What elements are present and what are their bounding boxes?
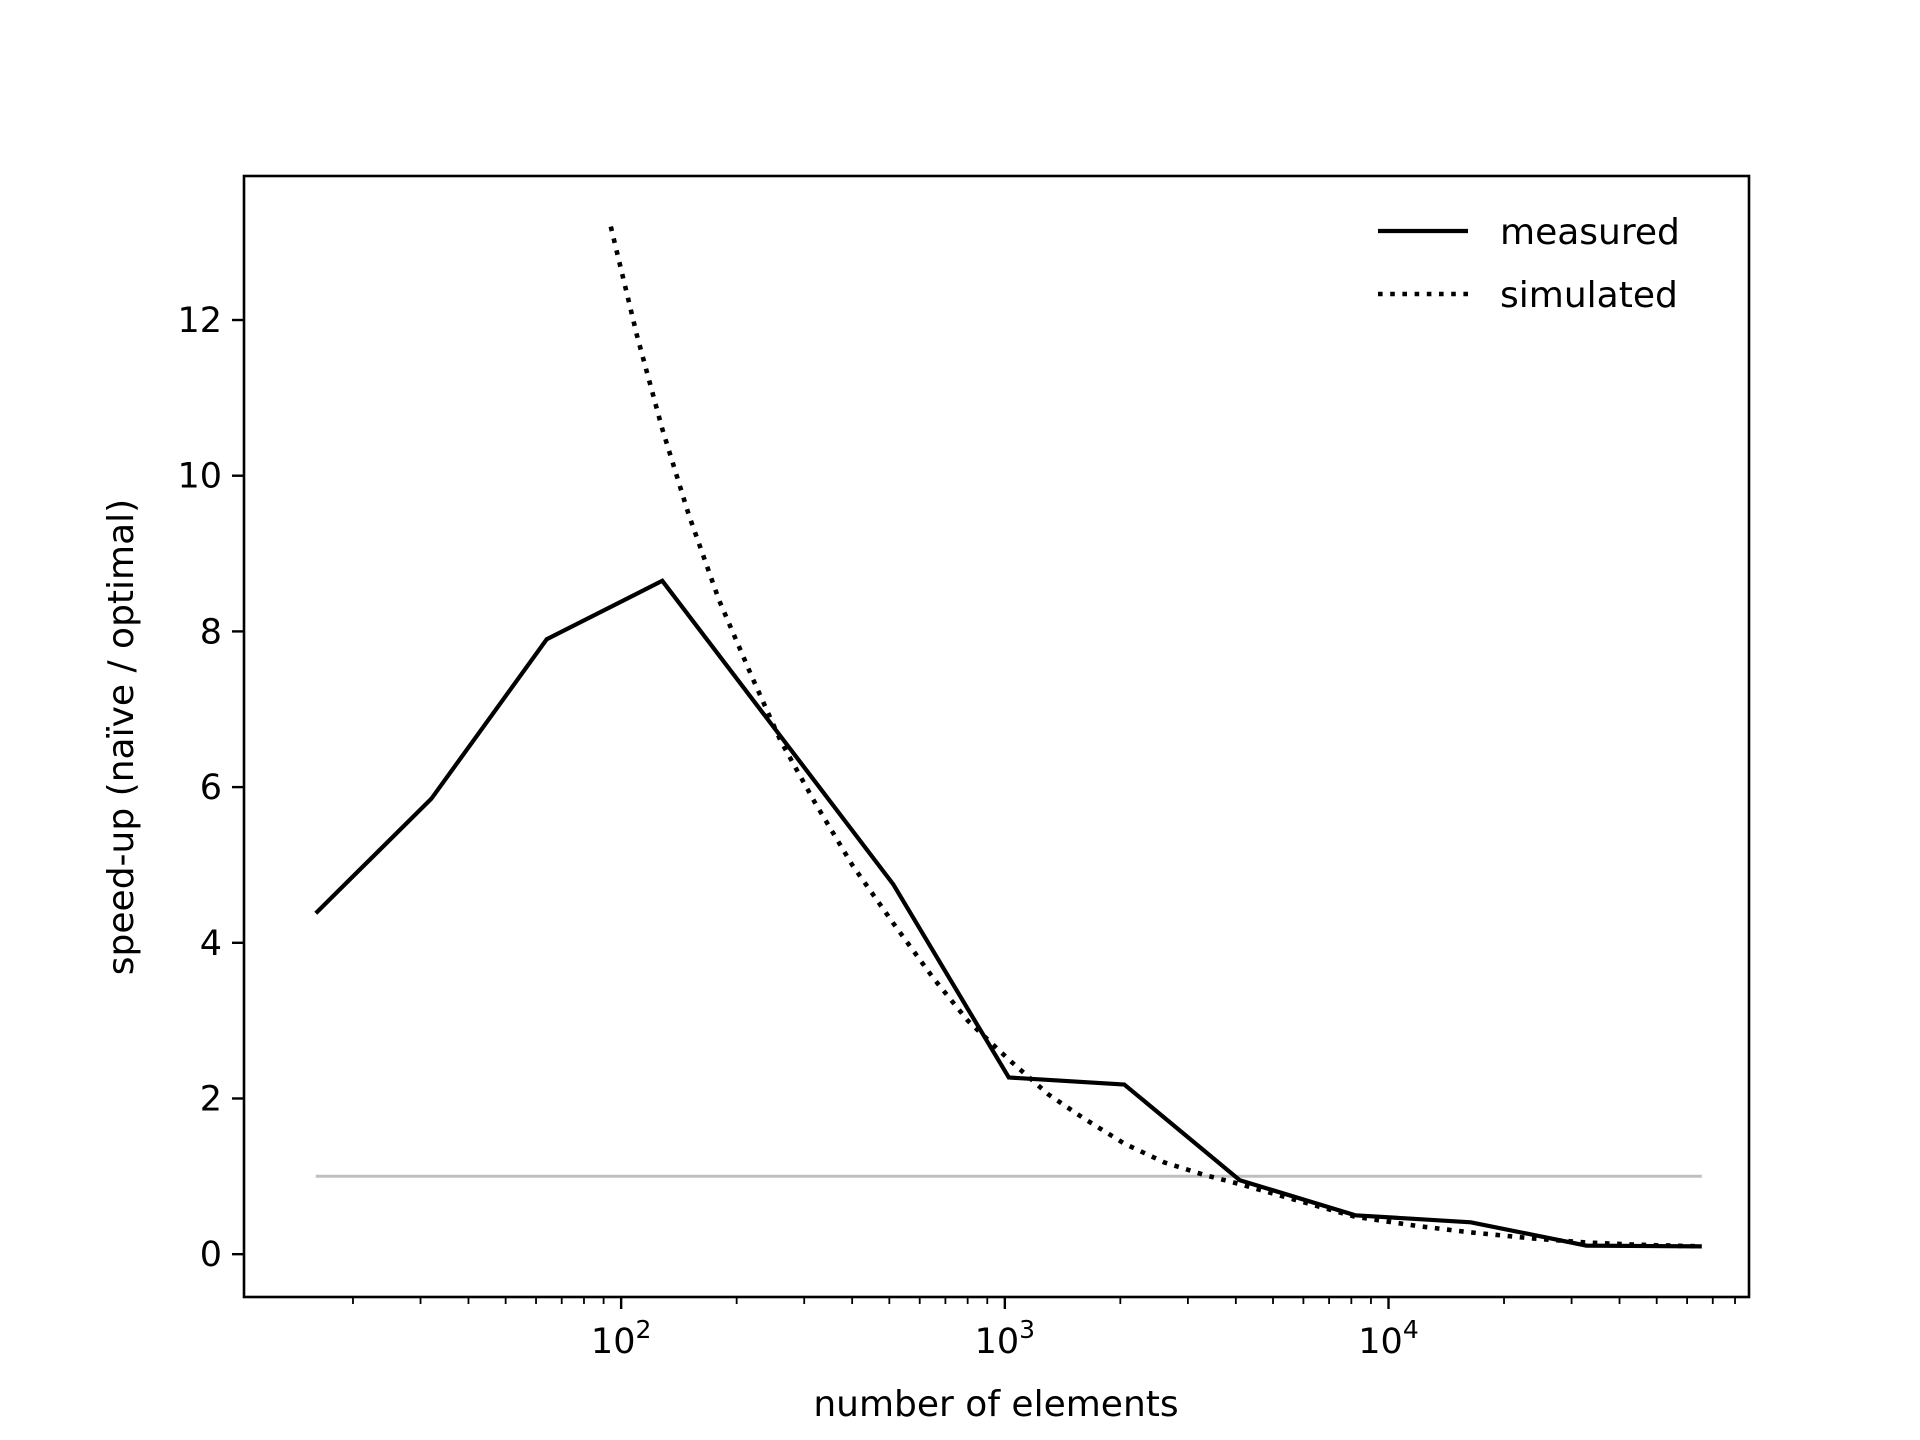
plot-frame [242, 174, 1751, 1299]
x-tick-label: 102 [591, 1315, 651, 1362]
legend-label-simulated: simulated [1500, 275, 1678, 316]
y-tick-label: 0 [200, 1235, 222, 1275]
y-axis-title: speed-up (naïve / optimal) [101, 499, 142, 975]
y-tick-label: 8 [200, 612, 222, 652]
series-line-simulated [608, 226, 1702, 1249]
series-layer [314, 226, 1702, 1249]
legend: measured simulated [1378, 212, 1680, 316]
series-line-measured [314, 578, 1702, 1249]
y-tick-label: 4 [200, 924, 222, 964]
x-axis-title: number of elements [813, 1384, 1178, 1425]
y-tick-label: 12 [177, 301, 222, 341]
x-tick-label: 104 [1358, 1315, 1418, 1362]
y-tick-label: 10 [177, 457, 222, 497]
x-tick-label: 103 [975, 1315, 1035, 1362]
y-tick-label: 2 [200, 1079, 222, 1119]
plot-area-background [244, 176, 1749, 1297]
y-tick-label: 6 [200, 768, 222, 808]
legend-label-measured: measured [1500, 212, 1680, 253]
ticks-layer: 0 2 4 6 8 10 12 102 103 104 [177, 301, 1736, 1362]
